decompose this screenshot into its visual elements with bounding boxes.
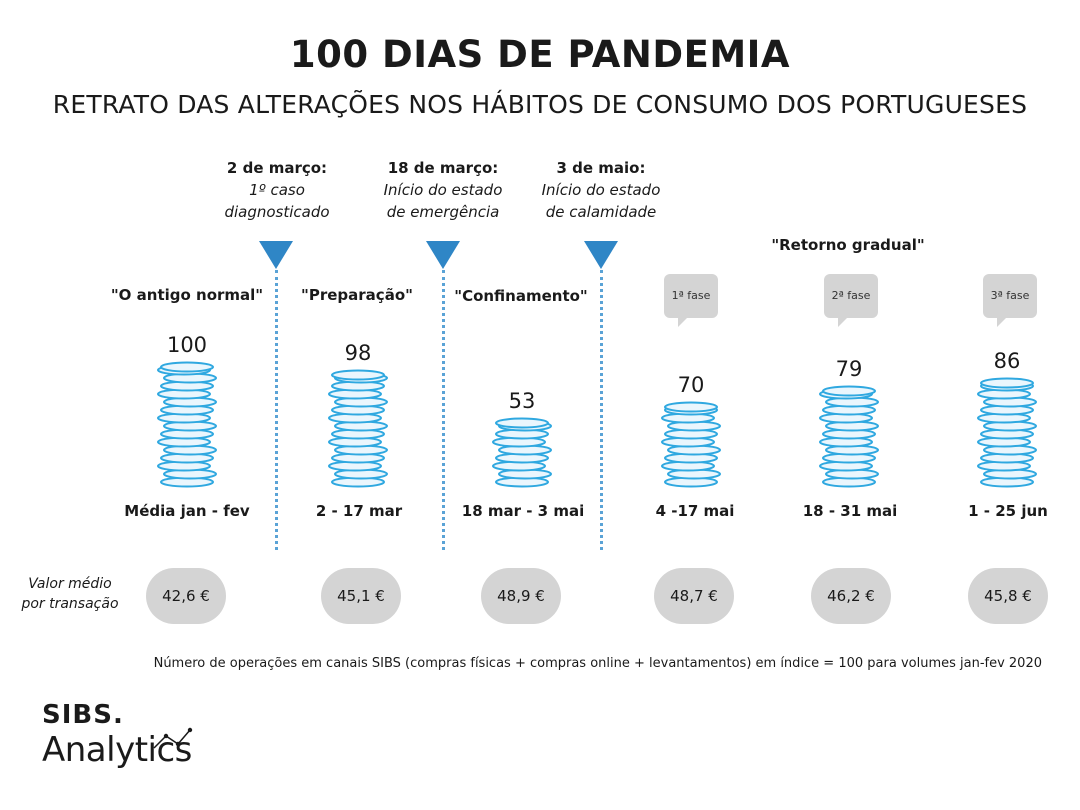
coin-top xyxy=(160,361,214,373)
period-range: 2 - 17 mar xyxy=(315,502,403,520)
timeline-divider xyxy=(442,270,445,550)
event-emergency: 18 de março: Início do estado de emergên… xyxy=(363,157,523,223)
period-range: Média jan - fev xyxy=(124,502,250,520)
bar-value-label: 86 xyxy=(994,349,1021,373)
footnote: Número de operações em canais SIBS (comp… xyxy=(153,656,1042,671)
phase-label: "O antigo normal" xyxy=(110,286,264,304)
period-range: 18 - 31 mai xyxy=(802,502,898,520)
coin-stack-bar xyxy=(819,385,879,488)
event-desc: Início do estado xyxy=(383,181,503,199)
bar-value-label: 79 xyxy=(836,357,863,381)
bar-value-label: 100 xyxy=(167,333,207,357)
page-title: 100 DIAS DE PANDEMIA xyxy=(289,33,791,76)
event-desc: de calamidade xyxy=(545,203,657,221)
phase-bubble: 3ª fase xyxy=(983,274,1037,327)
coin-stack-chart: 100 98 53 70 79 86 xyxy=(157,333,1037,488)
event-date: 18 de março: xyxy=(387,159,499,177)
coin-top xyxy=(495,417,549,429)
coin-top xyxy=(980,377,1034,389)
avg-value-pill: 45,1 € xyxy=(321,568,401,624)
event-desc: Início do estado xyxy=(541,181,661,199)
period-range: 4 -17 mai xyxy=(655,502,735,520)
row-label-line: por transação xyxy=(21,596,119,612)
coin-stack-bar xyxy=(492,417,552,488)
timeline-marker-icon xyxy=(259,241,293,269)
timeline-divider xyxy=(600,270,603,550)
period-range: 1 - 25 jun xyxy=(968,502,1048,520)
coin-top xyxy=(664,401,718,413)
phase-bubble: 2ª fase xyxy=(824,274,878,327)
phase-label: "Confinamento" xyxy=(454,287,588,305)
event-date: 2 de março: xyxy=(226,159,328,177)
phase-bubble: 1ª fase xyxy=(664,274,718,327)
event-desc: de emergência xyxy=(386,203,500,221)
coin-stack-bar xyxy=(661,401,721,488)
coin-stack-bar xyxy=(977,377,1037,488)
event-first-case: 2 de março: 1º caso diagnosticado xyxy=(197,157,357,223)
phase-label: "Preparação" xyxy=(301,286,413,304)
avg-value-pill: 45,8 € xyxy=(968,568,1048,624)
logo-sibs-text: SIBS. xyxy=(42,700,124,730)
timeline-marker-icon xyxy=(584,241,618,269)
coin-top xyxy=(822,385,876,397)
coin-top xyxy=(331,369,385,381)
avg-value-pill: 42,6 € xyxy=(146,568,226,624)
retorno-gradual-label: "Retorno gradual" xyxy=(771,236,925,254)
timeline-marker-icon xyxy=(426,241,460,269)
event-desc: diagnosticado xyxy=(224,203,330,221)
avg-value-pill: 48,7 € xyxy=(654,568,734,624)
bar-value-label: 53 xyxy=(509,389,536,413)
row-label-line: Valor médio xyxy=(28,576,112,592)
avg-value-pill: 48,9 € xyxy=(481,568,561,624)
bar-value-label: 70 xyxy=(678,373,705,397)
coin-stack-bar xyxy=(157,361,217,488)
event-date: 3 de maio: xyxy=(556,159,646,177)
event-calamity: 3 de maio: Início do estado de calamidad… xyxy=(521,157,681,223)
avg-value-row-label: Valor médio por transação xyxy=(5,574,135,614)
bar-value-label: 98 xyxy=(345,341,372,365)
timeline-divider xyxy=(275,270,278,550)
coin-stack-bar xyxy=(328,369,388,488)
page-subtitle: RETRATO DAS ALTERAÇÕES NOS HÁBITOS DE CO… xyxy=(52,90,1028,119)
network-dots-icon xyxy=(153,727,193,749)
avg-value-pill: 46,2 € xyxy=(811,568,891,624)
event-desc: 1º caso xyxy=(249,181,305,199)
period-range: 18 mar - 3 mai xyxy=(461,502,585,520)
